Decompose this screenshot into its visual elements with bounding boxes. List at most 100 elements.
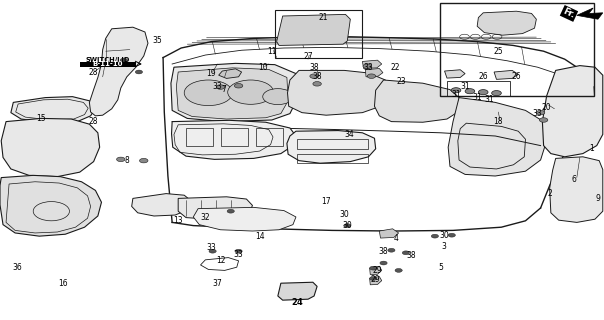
Text: 17: 17	[321, 197, 331, 206]
Polygon shape	[365, 68, 383, 77]
Text: 26: 26	[512, 72, 521, 81]
Text: 13: 13	[173, 216, 183, 225]
Text: Fr.: Fr.	[562, 7, 576, 20]
Circle shape	[448, 233, 455, 237]
Text: 7: 7	[221, 85, 226, 94]
Circle shape	[388, 248, 395, 252]
Text: 3: 3	[442, 242, 446, 251]
Polygon shape	[219, 69, 242, 78]
Circle shape	[431, 234, 439, 238]
Circle shape	[216, 85, 225, 89]
Text: 1: 1	[590, 144, 594, 153]
Text: 8: 8	[124, 156, 129, 164]
Polygon shape	[89, 27, 148, 116]
Polygon shape	[1, 118, 100, 177]
Circle shape	[539, 118, 548, 122]
Text: 33: 33	[234, 250, 243, 259]
Circle shape	[120, 58, 127, 62]
Text: 24: 24	[291, 298, 303, 307]
Text: 37: 37	[213, 279, 222, 288]
Circle shape	[370, 276, 377, 280]
Polygon shape	[278, 282, 317, 300]
Polygon shape	[370, 276, 382, 285]
Text: 2: 2	[547, 189, 552, 198]
Polygon shape	[577, 8, 603, 19]
Polygon shape	[379, 229, 399, 238]
Polygon shape	[288, 70, 387, 115]
Circle shape	[363, 64, 371, 68]
Text: 18: 18	[493, 117, 503, 126]
Text: 38: 38	[406, 252, 416, 260]
Polygon shape	[542, 66, 603, 157]
Text: 6: 6	[571, 175, 576, 184]
Text: 25: 25	[493, 47, 503, 56]
Text: 28: 28	[89, 68, 98, 76]
Text: SWITCH/LID: SWITCH/LID	[85, 57, 130, 63]
Circle shape	[234, 84, 243, 88]
Circle shape	[344, 224, 351, 228]
Circle shape	[536, 110, 545, 115]
Circle shape	[367, 74, 376, 78]
Text: 21: 21	[318, 13, 328, 22]
Text: 33: 33	[207, 244, 216, 252]
Polygon shape	[172, 120, 296, 159]
Text: 11: 11	[267, 47, 277, 56]
Circle shape	[451, 88, 461, 93]
Text: 36: 36	[12, 263, 22, 272]
Circle shape	[184, 80, 233, 106]
Polygon shape	[193, 207, 296, 231]
Text: 33: 33	[213, 82, 222, 91]
Circle shape	[380, 261, 387, 265]
Text: 38: 38	[312, 72, 322, 81]
Text: 30: 30	[439, 231, 449, 240]
Polygon shape	[448, 98, 547, 176]
Polygon shape	[0, 175, 101, 236]
Circle shape	[227, 209, 234, 213]
Text: 33: 33	[533, 109, 542, 118]
Circle shape	[370, 266, 377, 270]
Text: 27: 27	[303, 52, 313, 60]
Text: 28: 28	[89, 117, 98, 126]
Circle shape	[313, 82, 321, 86]
Polygon shape	[362, 60, 382, 68]
Text: 22: 22	[391, 63, 400, 72]
Text: 35: 35	[152, 36, 162, 44]
Text: 19: 19	[207, 69, 216, 78]
Text: 32: 32	[201, 213, 210, 222]
Circle shape	[465, 89, 475, 94]
Circle shape	[235, 249, 242, 253]
Text: 20: 20	[542, 103, 551, 112]
Text: 31: 31	[484, 95, 494, 104]
Text: 15: 15	[36, 114, 46, 123]
Text: 38: 38	[379, 247, 388, 256]
Text: 31: 31	[451, 90, 461, 99]
Circle shape	[135, 70, 143, 74]
Text: 29: 29	[371, 276, 381, 284]
Polygon shape	[477, 11, 536, 35]
Text: 12: 12	[216, 256, 225, 265]
Text: 38: 38	[309, 63, 319, 72]
Polygon shape	[132, 194, 192, 216]
Text: 30: 30	[342, 221, 352, 230]
Circle shape	[228, 80, 274, 104]
Circle shape	[140, 158, 148, 163]
Polygon shape	[374, 80, 459, 122]
Text: 29: 29	[373, 266, 382, 275]
Text: 31: 31	[460, 82, 470, 91]
Text: 10: 10	[258, 63, 268, 72]
Bar	[440, 3, 594, 96]
Polygon shape	[494, 70, 518, 79]
Polygon shape	[370, 266, 382, 275]
Circle shape	[117, 157, 125, 162]
Polygon shape	[445, 70, 465, 78]
Text: 4: 4	[393, 234, 398, 243]
Polygon shape	[550, 157, 603, 222]
Polygon shape	[171, 63, 297, 122]
Text: 31: 31	[472, 93, 482, 102]
Circle shape	[209, 249, 216, 253]
Polygon shape	[277, 14, 350, 45]
Text: 33: 33	[364, 63, 373, 72]
Circle shape	[395, 268, 402, 272]
Circle shape	[310, 74, 318, 78]
Circle shape	[402, 251, 410, 255]
